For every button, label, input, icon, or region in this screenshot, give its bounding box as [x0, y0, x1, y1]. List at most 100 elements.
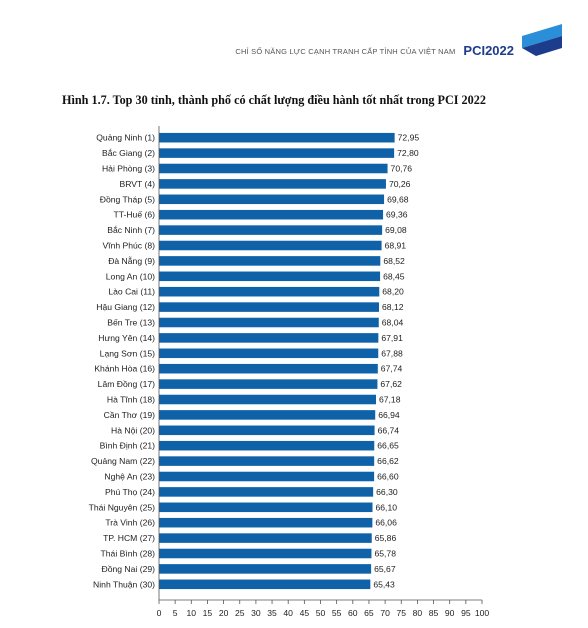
category-label: Lào Cai (11) [108, 287, 155, 297]
value-label: 66,65 [377, 441, 399, 451]
category-label: Quảng Ninh (1) [96, 133, 155, 143]
bar [159, 163, 388, 174]
bar [159, 394, 376, 405]
category-label: BRVT (4) [120, 179, 156, 189]
value-label: 67,88 [381, 348, 403, 358]
category-label: Lâm Đồng (17) [98, 379, 155, 389]
bar [159, 471, 375, 482]
category-label: Thái Nguyên (25) [89, 502, 156, 512]
category-label: Bến Tre (13) [107, 318, 155, 328]
x-tick-label: 50 [316, 608, 326, 618]
category-label: Lạng Sơn (15) [100, 348, 155, 358]
category-label: Đồng Tháp (5) [100, 194, 155, 204]
category-label: Bình Định (21) [100, 441, 156, 451]
bar [159, 348, 379, 359]
x-tick-label: 15 [203, 608, 213, 618]
category-label: TP. HCM (27) [103, 533, 155, 543]
bar [159, 209, 384, 220]
category-label: Đà Nẵng (9) [108, 256, 155, 266]
value-label: 68,91 [385, 241, 407, 251]
category-label: Hà Tĩnh (18) [107, 395, 155, 405]
value-label: 69,08 [385, 225, 407, 235]
x-tick-label: 45 [300, 608, 310, 618]
value-label: 66,10 [376, 502, 398, 512]
x-tick-label: 65 [364, 608, 374, 618]
bar [159, 179, 386, 189]
value-label: 67,18 [379, 395, 401, 405]
bar [159, 379, 378, 389]
value-label: 72,95 [398, 133, 420, 143]
bar [159, 286, 380, 297]
x-tick-label: 20 [219, 608, 229, 618]
x-tick-label: 0 [157, 608, 162, 618]
value-label: 66,60 [377, 472, 399, 482]
category-label: Đồng Nai (29) [102, 564, 156, 574]
value-label: 65,78 [374, 549, 396, 559]
x-tick-label: 90 [445, 608, 455, 618]
bars [159, 132, 395, 590]
bar [159, 194, 385, 205]
value-label: 69,68 [387, 194, 409, 204]
value-label: 66,06 [375, 518, 397, 528]
bar [159, 271, 381, 282]
value-label: 69,36 [386, 210, 408, 220]
category-label: Long An (10) [106, 271, 155, 281]
bar [159, 548, 372, 559]
category-label: Quảng Nam (22) [91, 456, 155, 466]
value-label: 72,80 [397, 148, 419, 158]
category-label: Ninh Thuận (30) [93, 579, 155, 589]
category-label: Bắc Giang (2) [102, 148, 155, 158]
bar [159, 487, 374, 497]
x-tick-label: 25 [235, 608, 245, 618]
value-label: 66,74 [378, 425, 400, 435]
category-label: Thái Bình (28) [101, 549, 156, 559]
x-tick-label: 100 [475, 608, 490, 618]
bar [159, 456, 375, 466]
category-label: Phú Thọ (24) [105, 487, 155, 497]
bar [159, 333, 379, 343]
bar [159, 240, 382, 251]
category-label: Bắc Ninh (7) [107, 225, 155, 235]
x-tick-label: 60 [348, 608, 358, 618]
bar [159, 225, 383, 235]
page-header: CHỈ SỐ NĂNG LỰC CẠNH TRANH CẤP TỈNH CỦA … [235, 22, 564, 62]
category-label: Hưng Yên (14) [98, 333, 155, 343]
bar [159, 132, 395, 143]
x-tick-label: 30 [251, 608, 261, 618]
category-label: Vĩnh Phúc (8) [102, 241, 155, 251]
bar [159, 502, 373, 513]
bar [159, 363, 378, 374]
value-label: 70,76 [391, 164, 413, 174]
category-label: Hải Phòng (3) [102, 164, 155, 174]
x-tick-label: 5 [173, 608, 178, 618]
value-label: 68,20 [382, 287, 404, 297]
category-label: Trà Vinh (26) [105, 518, 155, 528]
value-label: 68,52 [383, 256, 405, 266]
x-tick-label: 80 [413, 608, 423, 618]
value-label: 66,94 [378, 410, 400, 420]
bar [159, 440, 375, 451]
x-tick-label: 70 [380, 608, 390, 618]
value-labels: 72,95 72,80 70,76 70,26 69,68 69,36 69,08 68,91… [373, 133, 419, 590]
value-label: 66,62 [377, 456, 399, 466]
value-label: 68,12 [382, 302, 404, 312]
category-labels: Quảng Ninh (1) Bắc Giang (2) Hải Phòng (3)… [89, 133, 156, 590]
value-label: 65,67 [374, 564, 396, 574]
value-label: 67,74 [381, 364, 403, 374]
bar [159, 517, 373, 528]
value-label: 66,30 [376, 487, 398, 497]
value-label: 70,26 [389, 179, 411, 189]
bar [159, 564, 372, 574]
x-tick-label: 55 [332, 608, 342, 618]
bar [159, 425, 375, 436]
report-subtitle: CHỈ SỐ NĂNG LỰC CẠNH TRANH CẤP TỈNH CỦA … [235, 46, 456, 56]
category-label: Cần Thơ (19) [104, 410, 155, 420]
bar [159, 302, 380, 312]
pci-logo-icon [522, 24, 562, 56]
value-label: 67,62 [380, 379, 402, 389]
category-label: Hà Nội (20) [111, 425, 155, 435]
bar [159, 410, 376, 420]
x-axis: 0 5 10 15 20 25 30 35 40 45 50 55 60 65 70 75 80 85 90 95 10… [157, 126, 490, 618]
bar [159, 533, 372, 543]
